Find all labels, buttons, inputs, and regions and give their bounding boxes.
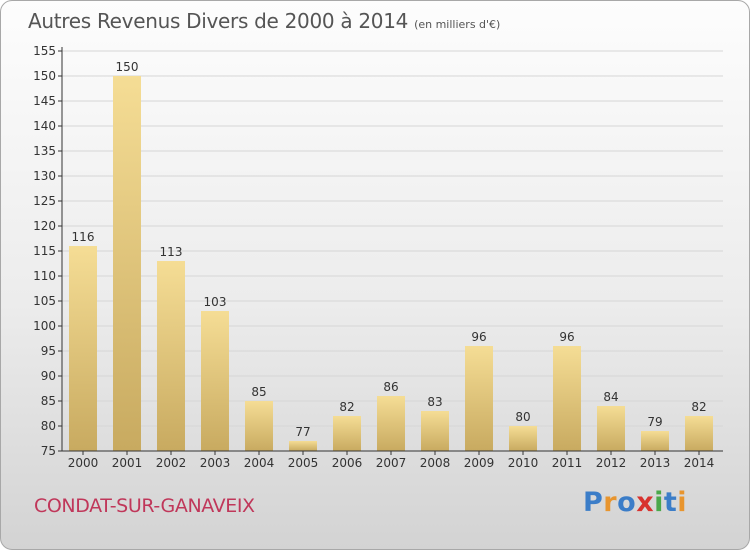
data-label: 116 bbox=[72, 230, 95, 244]
data-label: 77 bbox=[295, 425, 310, 439]
bar bbox=[69, 246, 97, 451]
data-label: 86 bbox=[383, 380, 398, 394]
x-tick-label: 2010 bbox=[508, 456, 539, 470]
x-tick-label: 2006 bbox=[332, 456, 363, 470]
bar bbox=[597, 406, 625, 451]
data-label: 82 bbox=[691, 400, 706, 414]
chart-unit-text: (en milliers d'€) bbox=[414, 18, 501, 31]
x-tick-label: 2013 bbox=[640, 456, 671, 470]
y-tick-label: 75 bbox=[41, 444, 56, 458]
x-tick-label: 2012 bbox=[596, 456, 627, 470]
y-tick-label: 110 bbox=[33, 269, 56, 283]
bar bbox=[377, 396, 405, 451]
x-tick-label: 2007 bbox=[376, 456, 407, 470]
proxiti-logo: Proxiti bbox=[583, 487, 687, 518]
y-tick-label: 140 bbox=[33, 119, 56, 133]
y-tick-label: 125 bbox=[33, 194, 56, 208]
y-tick-label: 150 bbox=[33, 69, 56, 83]
y-tick-label: 130 bbox=[33, 169, 56, 183]
x-tick-label: 2009 bbox=[464, 456, 495, 470]
bar bbox=[553, 346, 581, 451]
bar bbox=[201, 311, 229, 451]
x-tick-label: 2004 bbox=[244, 456, 275, 470]
logo-letter: t bbox=[663, 487, 678, 518]
data-label: 84 bbox=[603, 390, 618, 404]
bar bbox=[465, 346, 493, 451]
x-tick-label: 2011 bbox=[552, 456, 583, 470]
chart-title: Autres Revenus Divers de 2000 à 2014 (en … bbox=[28, 9, 500, 33]
data-label: 103 bbox=[204, 295, 227, 309]
logo-letter: x bbox=[636, 487, 655, 518]
logo-letter: P bbox=[583, 487, 604, 518]
x-tick-label: 2008 bbox=[420, 456, 451, 470]
bar bbox=[641, 431, 669, 451]
x-tick-label: 2002 bbox=[156, 456, 187, 470]
x-tick-label: 2005 bbox=[288, 456, 319, 470]
data-label: 80 bbox=[515, 410, 530, 424]
y-tick-label: 145 bbox=[33, 94, 56, 108]
y-tick-label: 100 bbox=[33, 319, 56, 333]
data-labels: 116 150 113 103 85 77 82 86 83 96 80 96 84 79 82 bbox=[72, 60, 707, 439]
x-tick-label: 2003 bbox=[200, 456, 231, 470]
data-label: 82 bbox=[339, 400, 354, 414]
chart-title-text: Autres Revenus Divers de 2000 à 2014 bbox=[28, 9, 409, 33]
y-tick-label: 80 bbox=[41, 419, 56, 433]
logo-letter: i bbox=[677, 487, 688, 518]
bar bbox=[245, 401, 273, 451]
bar bbox=[157, 261, 185, 451]
town-name: CONDAT-SUR-GANAVEIX bbox=[34, 495, 255, 517]
bar bbox=[421, 411, 449, 451]
data-label: 96 bbox=[559, 330, 574, 344]
y-tick-label: 115 bbox=[33, 244, 56, 258]
bar bbox=[289, 441, 317, 451]
data-label: 150 bbox=[116, 60, 139, 74]
logo-letter: o bbox=[617, 487, 637, 518]
x-tick-label: 2001 bbox=[112, 456, 143, 470]
y-tick-label: 135 bbox=[33, 144, 56, 158]
y-tick-label: 155 bbox=[33, 44, 56, 58]
bar bbox=[685, 416, 713, 451]
y-tick-label: 90 bbox=[41, 369, 56, 383]
logo-letter: r bbox=[603, 487, 618, 518]
bar bbox=[509, 426, 537, 451]
data-label: 83 bbox=[427, 395, 442, 409]
bar bbox=[333, 416, 361, 451]
bar bbox=[113, 76, 141, 451]
y-tick-label: 85 bbox=[41, 394, 56, 408]
data-label: 96 bbox=[471, 330, 486, 344]
data-label: 113 bbox=[160, 245, 183, 259]
bars bbox=[69, 76, 713, 451]
y-tick-label: 95 bbox=[41, 344, 56, 358]
y-tick-label: 105 bbox=[33, 294, 56, 308]
data-label: 79 bbox=[647, 415, 662, 429]
axes: 75 80 85 90 95 100 105 110 115 120 125 130 135 140 145… bbox=[33, 44, 723, 470]
logo-letter: i bbox=[654, 487, 664, 518]
x-tick-label: 2000 bbox=[68, 456, 99, 470]
y-tick-label: 120 bbox=[33, 219, 56, 233]
x-tick-label: 2014 bbox=[684, 456, 715, 470]
data-label: 85 bbox=[251, 385, 266, 399]
